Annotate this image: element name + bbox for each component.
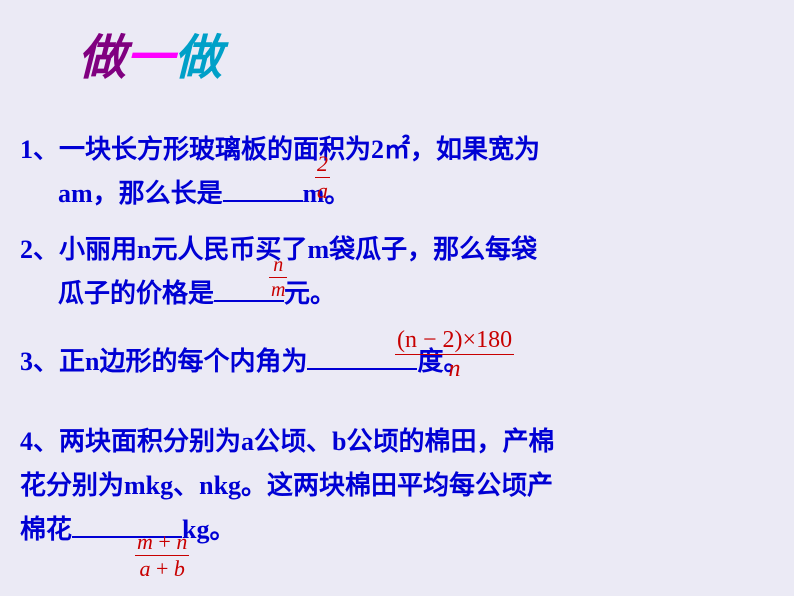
page-title: 做一做: [78, 18, 222, 88]
p3-frac-num: (n − 2)×180: [395, 328, 514, 352]
problem-4: 4、两块面积分别为a公顷、b公顷的棉田，产棉 花分别为mkg、nkg。这两块棉田…: [20, 420, 770, 552]
p2-frac-num: n: [269, 255, 287, 275]
p1-frac-num: 2: [315, 153, 330, 175]
p4-answer-fraction: m + n a + b: [135, 531, 189, 580]
p2-frac-den: m: [269, 280, 287, 300]
p4-line3a: 棉花: [20, 515, 72, 544]
p4-frac-num: m + n: [135, 531, 189, 553]
fraction-bar: [269, 277, 287, 278]
p3-answer-fraction: (n − 2)×180 n: [395, 328, 514, 381]
fraction-bar: [395, 354, 514, 355]
p4-line3b: kg。: [182, 515, 235, 544]
p4-line2: 花分别为mkg、nkg。这两块棉田平均每公顷产: [20, 471, 553, 500]
p1-line2a: am，那么长是: [58, 179, 223, 208]
title-char-1: 做: [78, 32, 126, 85]
p1-blank: [223, 173, 303, 202]
title-char-2: 一: [126, 32, 174, 85]
p3-text-a: 3、正n边形的每个内角为: [20, 347, 307, 376]
p1-answer-fraction: 2 a: [315, 153, 330, 202]
title-char-3: 做: [174, 32, 222, 85]
problem-1: 1、一块长方形玻璃板的面积为2㎡，如果宽为 am，那么长是m。: [20, 128, 540, 216]
p4-frac-den: a + b: [135, 558, 189, 580]
p2-line2b: 元。: [284, 279, 336, 308]
p2-answer-fraction: n m: [269, 255, 287, 300]
p1-frac-den: a: [315, 180, 330, 202]
p4-line1: 4、两块面积分别为a公顷、b公顷的棉田，产棉: [20, 427, 554, 456]
p1-line1b: ，如果宽为: [410, 135, 540, 164]
p2-line2a: 瓜子的价格是: [58, 279, 214, 308]
p3-frac-den: n: [395, 357, 514, 381]
p1-sup: ㎡: [384, 135, 410, 164]
